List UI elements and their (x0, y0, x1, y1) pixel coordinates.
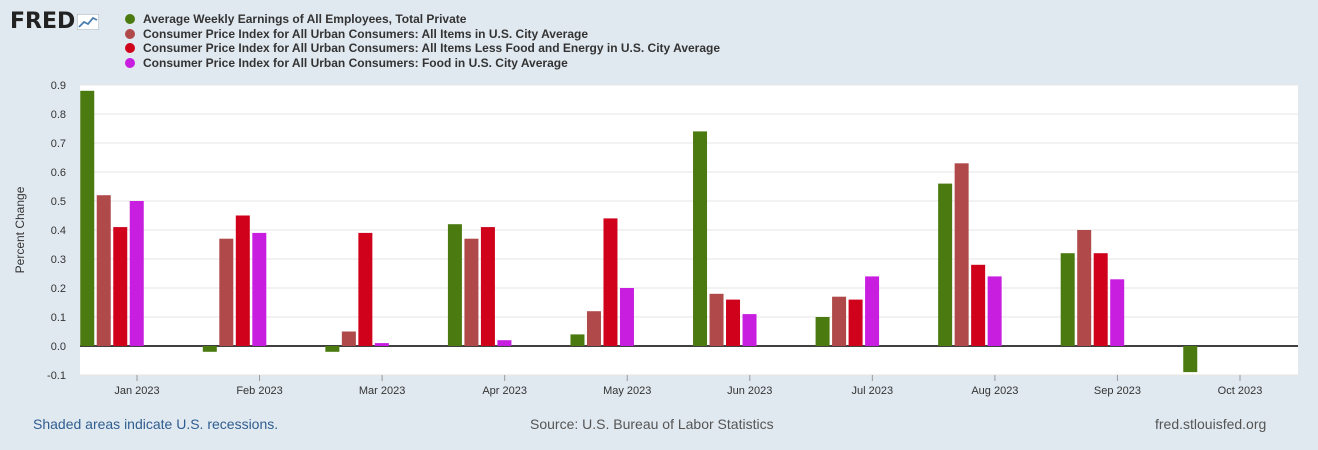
legend-item[interactable]: Consumer Price Index for All Urban Consu… (125, 56, 720, 71)
bar (938, 183, 953, 346)
legend-swatch (125, 43, 135, 54)
bar (96, 195, 111, 346)
bar (1183, 346, 1198, 373)
x-tick-label: Aug 2023 (971, 385, 1018, 397)
bar (219, 238, 234, 346)
chart-line-icon (77, 13, 100, 30)
y-tick-label: 0.2 (51, 283, 66, 295)
legend-label: Consumer Price Index for All Urban Consu… (143, 55, 568, 70)
bar (1110, 279, 1125, 346)
x-tick-label: Oct 2023 (1218, 385, 1263, 397)
x-tick-label: Sep 2023 (1094, 385, 1141, 397)
bar (341, 331, 356, 346)
legend-item[interactable]: Consumer Price Index for All Urban Consu… (125, 41, 720, 56)
x-tick-label: Jul 2023 (852, 385, 894, 397)
bar (815, 317, 830, 346)
bar (987, 276, 1002, 346)
fred-logo[interactable]: FRED (10, 9, 100, 34)
x-tick-label: Jan 2023 (114, 385, 159, 397)
x-tick-label: Feb 2023 (236, 385, 282, 397)
source-note: Source: U.S. Bureau of Labor Statistics (530, 416, 774, 432)
bar (848, 299, 863, 346)
y-tick-label: 0.3 (51, 254, 66, 266)
chart-legend: Average Weekly Earnings of All Employees… (125, 12, 720, 70)
y-tick-label: 0.8 (51, 109, 66, 121)
x-tick-label: Apr 2023 (482, 385, 527, 397)
bar (374, 343, 389, 346)
bar (586, 311, 601, 346)
bar (80, 90, 95, 346)
bar (971, 264, 986, 346)
bar (1077, 230, 1092, 346)
y-tick-label: 0.7 (51, 138, 66, 150)
y-tick-label: 0.1 (51, 312, 66, 324)
bar (464, 238, 479, 346)
bar (447, 224, 462, 346)
bar (113, 227, 128, 346)
bar (726, 299, 741, 346)
legend-swatch (125, 14, 135, 25)
legend-label: Average Weekly Earnings of All Employees… (143, 12, 467, 27)
bar (129, 201, 144, 346)
x-tick-label: Mar 2023 (359, 385, 405, 397)
legend-item[interactable]: Average Weekly Earnings of All Employees… (125, 12, 720, 27)
site-link[interactable]: fred.stlouisfed.org (1155, 416, 1267, 432)
bar (954, 163, 969, 346)
recession-note: Shaded areas indicate U.S. recessions. (33, 416, 279, 432)
legend-swatch (125, 57, 135, 68)
y-tick-label: 0.0 (51, 341, 66, 353)
bar (709, 293, 724, 346)
bar (865, 276, 880, 346)
y-tick-label: 0.9 (51, 80, 66, 92)
logo-text: FRED (10, 9, 76, 34)
bar (235, 215, 250, 346)
x-tick-label: Jun 2023 (727, 385, 772, 397)
x-tick-label: May 2023 (603, 385, 651, 397)
bar (497, 340, 512, 346)
y-tick-label: 0.5 (51, 196, 66, 208)
bar (693, 131, 708, 346)
bar (252, 232, 267, 346)
y-tick-label: 0.6 (51, 167, 66, 179)
chart: -0.1 0.0 0.1 0.2 0.3 0.4 0.5 0.6 0.7 0.8 0.9 Percen… (13, 80, 1298, 397)
legend-label: Consumer Price Index for All Urban Consu… (143, 41, 721, 56)
y-axis-label: Percent Change (13, 186, 27, 273)
bar (202, 346, 217, 352)
bar (742, 314, 757, 346)
bar (1060, 253, 1075, 346)
bar (480, 227, 495, 346)
legend-label: Consumer Price Index for All Urban Consu… (143, 26, 588, 41)
bar (325, 346, 340, 352)
legend-swatch (125, 28, 135, 39)
bar (832, 296, 847, 346)
bar (1093, 253, 1108, 346)
legend-item[interactable]: Consumer Price Index for All Urban Consu… (125, 27, 720, 42)
bar (570, 334, 585, 346)
y-tick-label: 0.4 (51, 225, 66, 237)
y-tick-label: -0.1 (47, 370, 66, 382)
bar (619, 288, 634, 346)
bar (603, 218, 618, 346)
bar (358, 232, 373, 346)
